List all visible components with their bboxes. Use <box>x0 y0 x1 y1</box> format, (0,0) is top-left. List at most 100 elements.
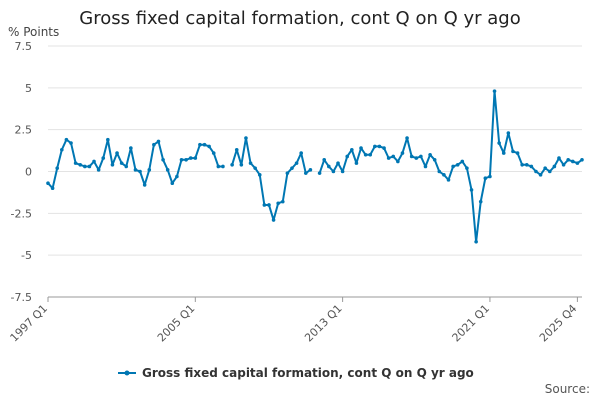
data-point <box>221 164 225 169</box>
data-point <box>331 169 336 174</box>
data-point <box>363 152 368 157</box>
data-point <box>432 157 437 162</box>
data-point <box>336 161 340 165</box>
y-tick-label: 2.5 <box>15 124 33 137</box>
data-point <box>147 168 152 172</box>
data-point <box>110 163 115 167</box>
data-point <box>386 156 391 160</box>
data-point <box>184 157 188 162</box>
data-point <box>405 136 409 140</box>
data-point <box>175 174 179 179</box>
data-point <box>515 151 520 155</box>
data-point <box>46 181 50 186</box>
data-point <box>142 183 147 187</box>
data-point <box>446 178 451 182</box>
data-point <box>156 139 161 144</box>
data-point <box>78 163 83 167</box>
data-point <box>575 161 580 165</box>
data-point <box>60 147 64 152</box>
data-point <box>69 141 73 145</box>
data-point <box>294 161 299 165</box>
data-point <box>382 146 386 150</box>
data-point <box>580 157 584 162</box>
data-point <box>303 171 308 175</box>
data-point <box>483 176 488 180</box>
data-point <box>423 164 428 169</box>
data-point <box>327 164 331 169</box>
data-point <box>244 136 248 140</box>
legend-swatch-marker <box>124 370 130 376</box>
data-point <box>124 164 129 169</box>
chart-title: Gross fixed capital formation, cont Q on… <box>79 8 520 29</box>
y-tick-label: 5 <box>25 82 32 95</box>
data-point <box>350 147 354 152</box>
legend[interactable]: Gross fixed capital formation, cont Q on… <box>118 366 474 380</box>
data-point <box>101 156 106 160</box>
data-point <box>400 151 405 155</box>
data-point <box>308 168 313 172</box>
data-point <box>211 151 216 155</box>
data-point <box>570 159 575 164</box>
data-point <box>239 163 244 167</box>
series-path <box>47 90 583 243</box>
data-point <box>492 89 497 93</box>
data-point <box>419 154 423 159</box>
data-point <box>437 169 442 174</box>
data-point <box>501 151 506 155</box>
data-point <box>161 157 165 162</box>
data-point <box>465 166 469 170</box>
data-point <box>529 164 534 169</box>
y-tick-label: 7.5 <box>15 40 33 53</box>
data-point <box>359 146 363 150</box>
data-point <box>83 164 87 169</box>
data-point <box>285 171 290 175</box>
data-point <box>170 181 175 186</box>
data-point <box>414 156 419 160</box>
data-point <box>179 157 184 162</box>
data-point <box>87 164 92 169</box>
data-point <box>474 239 478 244</box>
data-point <box>506 131 511 135</box>
data-point <box>198 142 202 147</box>
y-axis-label: % Points <box>8 25 59 39</box>
data-point <box>290 166 294 170</box>
data-point <box>106 137 110 142</box>
data-point <box>345 154 350 159</box>
data-point <box>469 188 474 192</box>
data-point <box>280 199 285 204</box>
series-line <box>47 90 583 243</box>
data-point <box>267 203 271 207</box>
data-point <box>368 152 373 157</box>
data-point <box>322 157 327 162</box>
source-label: Source: <box>545 382 590 396</box>
data-point <box>96 168 101 172</box>
data-point <box>55 166 60 170</box>
legend-label: Gross fixed capital formation, cont Q on… <box>142 366 474 380</box>
data-point <box>152 142 156 147</box>
y-tick-label: -5 <box>21 249 32 262</box>
data-point <box>188 156 193 160</box>
data-point <box>391 154 396 159</box>
data-point <box>202 142 207 147</box>
data-point <box>460 159 465 164</box>
x-tick-label: 2013 Q1 <box>302 302 345 345</box>
x-tick-label: 2005 Q1 <box>155 302 198 345</box>
data-point <box>455 163 460 167</box>
data-point <box>534 169 538 174</box>
data-point <box>451 164 455 169</box>
data-point <box>119 161 124 165</box>
data-point <box>234 147 239 152</box>
data-point <box>547 169 552 174</box>
data-point <box>340 169 345 174</box>
data-point <box>377 144 382 149</box>
data-point <box>354 161 359 165</box>
data-point <box>396 159 400 164</box>
series-points <box>46 89 584 244</box>
data-point <box>511 149 515 154</box>
data-point <box>317 171 322 175</box>
data-point <box>299 151 303 155</box>
data-point <box>262 203 267 207</box>
data-point <box>50 186 55 191</box>
data-point <box>115 151 119 155</box>
